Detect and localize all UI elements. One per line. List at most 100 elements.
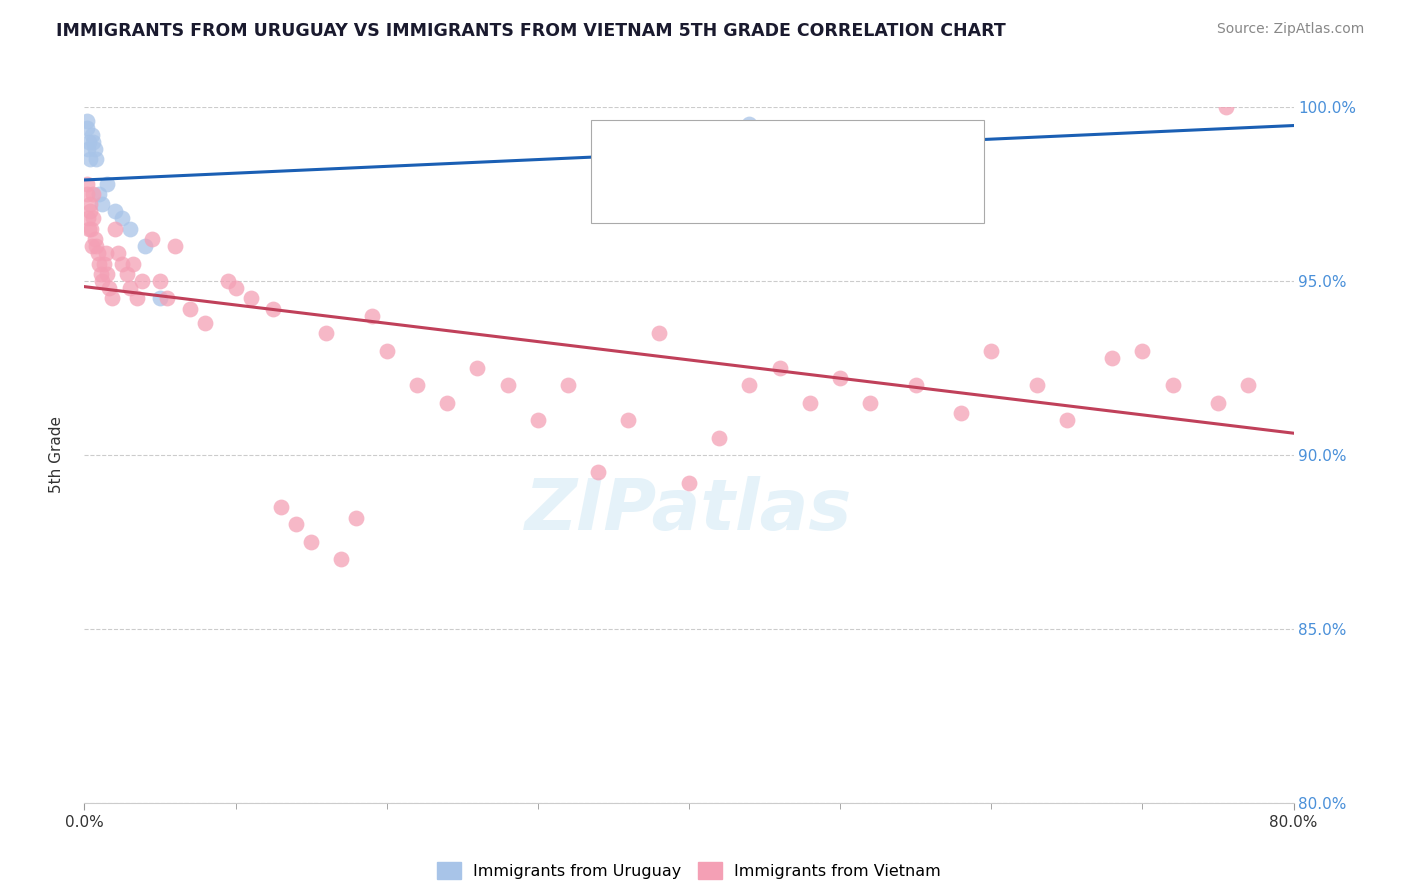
Point (1237, 378, 1260, 392)
Point (76, 186, 98, 201)
Point (134, 239, 156, 253)
Point (84, 232, 107, 246)
Point (115, 267, 138, 281)
Point (496, 378, 519, 392)
Point (96, 177, 118, 191)
Point (80, 239, 103, 253)
Point (80, 128, 103, 142)
Point (1161, 378, 1184, 392)
Point (1101, 351, 1123, 365)
Point (194, 316, 217, 330)
Point (375, 343, 398, 358)
Point (100, 291, 122, 305)
Point (588, 465, 610, 479)
Point (262, 301, 284, 316)
Point (799, 395, 821, 409)
Point (950, 406, 973, 420)
Point (87, 246, 110, 260)
Point (141, 232, 163, 246)
Point (467, 360, 489, 375)
Point (225, 281, 247, 295)
Point (149, 274, 172, 288)
Point (1132, 343, 1154, 358)
Point (1206, 395, 1229, 409)
Point (111, 211, 134, 226)
Point (131, 274, 153, 288)
Point (179, 301, 201, 316)
Point (80, 221, 103, 235)
Point (406, 378, 429, 392)
Point (82, 135, 104, 149)
Text: N =: N = (814, 140, 853, 158)
Point (165, 239, 187, 253)
Point (77, 211, 100, 226)
Text: 74: 74 (875, 186, 900, 203)
Point (1215, 100, 1237, 114)
Point (76, 120, 98, 135)
Text: 18: 18 (875, 140, 900, 158)
Text: 0.444: 0.444 (718, 140, 776, 158)
Point (96, 267, 118, 281)
Point (104, 204, 127, 219)
Point (91, 274, 114, 288)
Point (299, 534, 322, 549)
Point (91, 197, 114, 211)
Point (82, 186, 104, 201)
Point (1025, 378, 1047, 392)
Bar (605, 179, 643, 210)
Point (527, 413, 550, 427)
Y-axis label: 5th Grade: 5th Grade (49, 417, 63, 493)
Bar (605, 134, 643, 164)
Point (859, 395, 882, 409)
Legend: Immigrants from Uruguay, Immigrants from Vietnam: Immigrants from Uruguay, Immigrants from… (430, 856, 948, 885)
Point (127, 291, 149, 305)
Point (239, 291, 262, 305)
Point (118, 221, 141, 235)
Point (648, 326, 671, 340)
Point (76, 114, 98, 128)
Point (118, 281, 141, 295)
Point (104, 221, 127, 235)
Point (285, 517, 308, 532)
Text: N =: N = (814, 186, 853, 203)
Point (346, 510, 368, 524)
Point (738, 117, 761, 131)
Point (315, 326, 337, 340)
Point (330, 552, 353, 566)
Point (111, 256, 134, 270)
Point (149, 291, 172, 305)
Point (360, 309, 382, 323)
Text: ZIPatlas: ZIPatlas (526, 476, 852, 545)
Point (77, 135, 100, 149)
Point (94, 246, 117, 260)
Point (121, 256, 143, 270)
Point (107, 246, 129, 260)
Point (89, 256, 111, 270)
Point (79, 197, 101, 211)
Point (89, 186, 111, 201)
Point (270, 500, 292, 514)
Point (156, 291, 179, 305)
Point (86, 152, 108, 166)
Point (678, 475, 700, 490)
Point (769, 360, 792, 375)
Text: R =: R = (658, 186, 697, 203)
Point (830, 371, 852, 385)
Point (77, 221, 100, 235)
Point (904, 378, 927, 392)
Point (82, 211, 104, 226)
Text: R =: R = (658, 140, 697, 158)
Point (93, 256, 115, 270)
Point (90, 267, 112, 281)
Point (217, 274, 239, 288)
Point (557, 378, 579, 392)
Point (617, 413, 640, 427)
Point (97, 281, 120, 295)
Text: IMMIGRANTS FROM URUGUAY VS IMMIGRANTS FROM VIETNAM 5TH GRADE CORRELATION CHART: IMMIGRANTS FROM URUGUAY VS IMMIGRANTS FR… (56, 22, 1005, 40)
Point (709, 430, 731, 444)
Point (980, 343, 1002, 358)
Point (79, 204, 101, 219)
Point (76, 177, 98, 191)
Point (79, 152, 101, 166)
Point (77, 142, 100, 156)
